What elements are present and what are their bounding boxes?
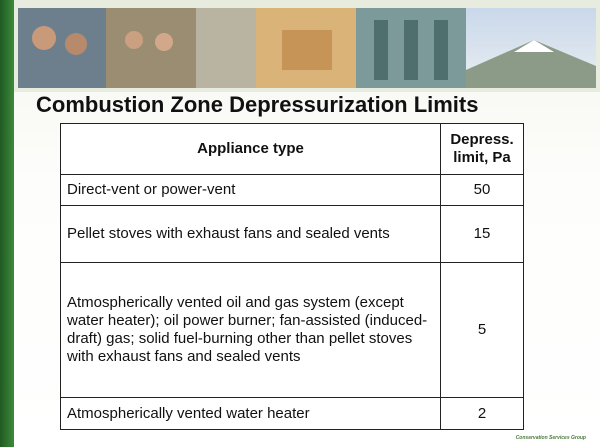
appliance-cell: Atmospherically vented oil and gas syste… <box>61 263 441 398</box>
table-row: Atmospherically vented water heater 2 <box>61 398 524 430</box>
header-cell: Appliance type <box>61 124 441 175</box>
header-row: Appliance type Depress. limit, Pa <box>61 124 524 175</box>
limit-cell: 15 <box>441 206 524 263</box>
appliance-cell: Pellet stoves with exhaust fans and seal… <box>61 206 441 263</box>
appliance-cell: Atmospherically vented water heater <box>61 398 441 430</box>
slide: Combustion Zone Depressurization Limits … <box>0 0 600 447</box>
table-row: Atmospherically vented oil and gas syste… <box>61 263 524 398</box>
limit-cell: 5 <box>441 263 524 398</box>
limits-table: Appliance type Depress. limit, Pa Direct… <box>60 123 524 430</box>
photo-banner <box>14 0 600 92</box>
header-cell: Depress. limit, Pa <box>441 124 524 175</box>
table-row: Direct-vent or power-vent 50 <box>61 175 524 206</box>
appliance-cell: Direct-vent or power-vent <box>61 175 441 206</box>
table-row: Pellet stoves with exhaust fans and seal… <box>61 206 524 263</box>
limit-cell: 50 <box>441 175 524 206</box>
limit-cell: 2 <box>441 398 524 430</box>
slide-title: Combustion Zone Depressurization Limits <box>36 92 596 118</box>
left-bar <box>0 0 14 447</box>
footer-logo: Conservation Services Group <box>516 435 586 441</box>
